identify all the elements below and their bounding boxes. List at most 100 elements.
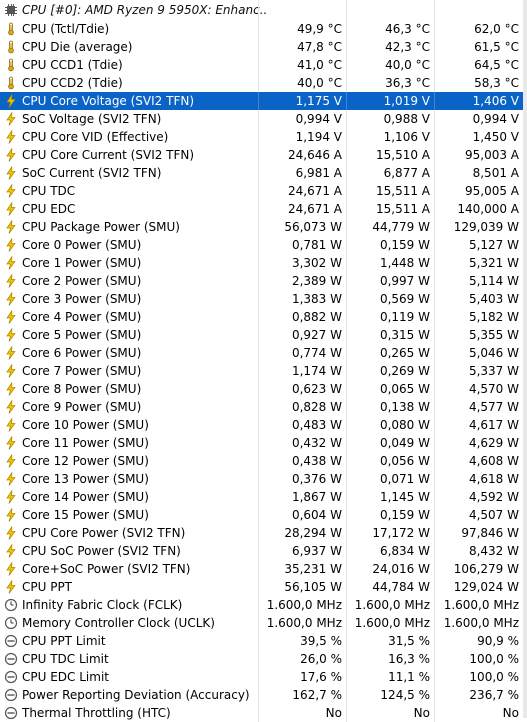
current-value: 0,376 W: [291, 472, 342, 486]
sensor-row[interactable]: Core 9 Power (SMU) 0,828 W 0,138 W 4,577 W: [0, 398, 527, 416]
current-value: 1,194 V: [295, 130, 342, 144]
sensor-row[interactable]: Core 13 Power (SMU) 0,376 W 0,071 W 4,618 W: [0, 470, 527, 488]
sensor-row[interactable]: CPU SoC Power (SVI2 TFN) 6,937 W 6,834 W 8,…: [0, 542, 527, 560]
column-divider: [258, 128, 259, 146]
current-value: 1.600,0 MHz: [266, 616, 342, 630]
sensor-label: Core 10 Power (SMU): [22, 418, 149, 432]
current-value: 1.600,0 MHz: [266, 598, 342, 612]
column-divider: [346, 416, 347, 434]
sensor-row[interactable]: CPU Core VID (Effective) 1,194 V 1,106 V 1,…: [0, 128, 527, 146]
column-divider: [346, 164, 347, 182]
column-divider: [346, 38, 347, 56]
sensor-row[interactable]: SoC Current (SVI2 TFN) 6,981 A 6,877 A 8,50…: [0, 164, 527, 182]
column-divider: [346, 290, 347, 308]
sensor-label: Core 0 Power (SMU): [22, 238, 142, 252]
current-value: 0,828 W: [291, 400, 342, 414]
min-value: 0,049 W: [379, 436, 430, 450]
vertical-scrollbar[interactable]: [523, 0, 527, 718]
sensor-label: Infinity Fabric Clock (FCLK): [22, 598, 183, 612]
sensor-label: Core 12 Power (SMU): [22, 454, 149, 468]
sensor-row[interactable]: CPU Core Current (SVI2 TFN) 24,646 A 15,51…: [0, 146, 527, 164]
column-divider: [258, 650, 259, 668]
lightning-icon: [6, 400, 16, 414]
lightning-icon: [6, 346, 16, 360]
sensor-row[interactable]: Core 4 Power (SMU) 0,882 W 0,119 W 5,182 W: [0, 308, 527, 326]
sensor-label: Core 3 Power (SMU): [22, 292, 142, 306]
column-divider: [258, 614, 259, 632]
lightning-icon: [6, 274, 16, 288]
sensor-row[interactable]: CPU EDC Limit 17,6 % 11,1 % 100,0 %: [0, 668, 527, 686]
thermometer-icon: [8, 22, 14, 36]
sensor-row[interactable]: Core 11 Power (SMU) 0,432 W 0,049 W 4,629 W: [0, 434, 527, 452]
sensor-row[interactable]: CPU PPT 56,105 W 44,784 W 129,024 W: [0, 578, 527, 596]
sensor-row[interactable]: CPU CCD2 (Tdie) 40,0 °C 36,3 °C 58,3 °C: [0, 74, 527, 92]
sensor-row[interactable]: Infinity Fabric Clock (FCLK) 1.600,0 MHz 1…: [0, 596, 527, 614]
sensor-row[interactable]: Core 1 Power (SMU) 3,302 W 1,448 W 5,321 W: [0, 254, 527, 272]
sensor-label: Core 13 Power (SMU): [22, 472, 149, 486]
sensor-row[interactable]: Core 15 Power (SMU) 0,604 W 0,159 W 4,507 W: [0, 506, 527, 524]
sensor-row[interactable]: Core 2 Power (SMU) 2,389 W 0,997 W 5,114 W: [0, 272, 527, 290]
sensor-row[interactable]: CPU Die (average) 47,8 °C 42,3 °C 61,5 °C: [0, 38, 527, 56]
max-value: 62,0 °C: [474, 22, 519, 36]
sensor-row[interactable]: CPU Package Power (SMU) 56,073 W 44,779 W 1…: [0, 218, 527, 236]
sensor-row[interactable]: CPU PPT Limit 39,5 % 31,5 % 90,9 %: [0, 632, 527, 650]
sensor-label: CPU Core Current (SVI2 TFN): [22, 148, 195, 162]
sensor-row[interactable]: Core 3 Power (SMU) 1,383 W 0,569 W 5,403 W: [0, 290, 527, 308]
sensor-row[interactable]: Core 8 Power (SMU) 0,623 W 0,065 W 4,570 W: [0, 380, 527, 398]
sensor-row[interactable]: Thermal Throttling (HTC) No No No: [0, 704, 527, 722]
sensor-label: Core 9 Power (SMU): [22, 400, 142, 414]
sensor-row[interactable]: CPU (Tctl/Tdie) 49,9 °C 46,3 °C 62,0 °C: [0, 20, 527, 38]
column-divider: [434, 596, 435, 614]
column-divider: [434, 704, 435, 722]
sensor-group-header[interactable]: CPU [#0]: AMD Ryzen 9 5950X: Enhanc...: [0, 0, 527, 20]
sensor-row[interactable]: Core 6 Power (SMU) 0,774 W 0,265 W 5,046 W: [0, 344, 527, 362]
lightning-icon: [6, 508, 16, 522]
max-value: 4,577 W: [468, 400, 519, 414]
sensor-row[interactable]: CPU Core Voltage (SVI2 TFN) 1,175 V 1,019 …: [0, 92, 527, 110]
clock-icon: [4, 616, 18, 630]
sensor-row[interactable]: Core+SoC Power (SVI2 TFN) 35,231 W 24,016 …: [0, 560, 527, 578]
sensor-row[interactable]: Core 14 Power (SMU) 1,867 W 1,145 W 4,592 W: [0, 488, 527, 506]
max-value: 5,321 W: [468, 256, 519, 270]
column-divider: [346, 380, 347, 398]
lightning-icon: [6, 562, 16, 576]
column-divider: [434, 20, 435, 38]
sensor-row[interactable]: Core 10 Power (SMU) 0,483 W 0,080 W 4,617 W: [0, 416, 527, 434]
sensor-row[interactable]: CPU TDC Limit 26,0 % 16,3 % 100,0 %: [0, 650, 527, 668]
column-divider: [258, 308, 259, 326]
sensor-row[interactable]: CPU EDC 24,671 A 15,511 A 140,000 A: [0, 200, 527, 218]
column-divider: [346, 686, 347, 704]
sensor-row[interactable]: Power Reporting Deviation (Accuracy) 162,…: [0, 686, 527, 704]
column-divider: [346, 146, 347, 164]
lightning-icon: [6, 292, 16, 306]
sensor-row[interactable]: Core 0 Power (SMU) 0,781 W 0,159 W 5,127 W: [0, 236, 527, 254]
column-divider: [434, 254, 435, 272]
min-value: 1.600,0 MHz: [354, 598, 430, 612]
column-divider: [346, 182, 347, 200]
sensor-row[interactable]: CPU TDC 24,671 A 15,511 A 95,005 A: [0, 182, 527, 200]
sensor-row[interactable]: Core 5 Power (SMU) 0,927 W 0,315 W 5,355 W: [0, 326, 527, 344]
min-value: 0,065 W: [379, 382, 430, 396]
sensor-label: Core 8 Power (SMU): [22, 382, 142, 396]
max-value: 5,114 W: [468, 274, 519, 288]
sensor-row[interactable]: SoC Voltage (SVI2 TFN) 0,994 V 0,988 V 0,99…: [0, 110, 527, 128]
gauge-icon: [4, 634, 18, 648]
min-value: 17,172 W: [372, 526, 430, 540]
column-divider: [346, 578, 347, 596]
lightning-icon: [6, 130, 16, 144]
sensor-row[interactable]: CPU CCD1 (Tdie) 41,0 °C 40,0 °C 64,5 °C: [0, 56, 527, 74]
max-value: 4,617 W: [468, 418, 519, 432]
column-divider: [346, 524, 347, 542]
lightning-icon: [6, 184, 16, 198]
sensor-label: CPU Core VID (Effective): [22, 130, 169, 144]
max-value: 4,618 W: [468, 472, 519, 486]
sensor-row[interactable]: Core 12 Power (SMU) 0,438 W 0,056 W 4,608 W: [0, 452, 527, 470]
sensor-row[interactable]: Memory Controller Clock (UCLK) 1.600,0 MH…: [0, 614, 527, 632]
sensor-row[interactable]: CPU Core Power (SVI2 TFN) 28,294 W 17,172 …: [0, 524, 527, 542]
column-divider: [346, 236, 347, 254]
sensor-row[interactable]: Core 7 Power (SMU) 1,174 W 0,269 W 5,337 W: [0, 362, 527, 380]
column-divider: [258, 488, 259, 506]
min-value: 24,016 W: [372, 562, 430, 576]
column-divider: [434, 218, 435, 236]
